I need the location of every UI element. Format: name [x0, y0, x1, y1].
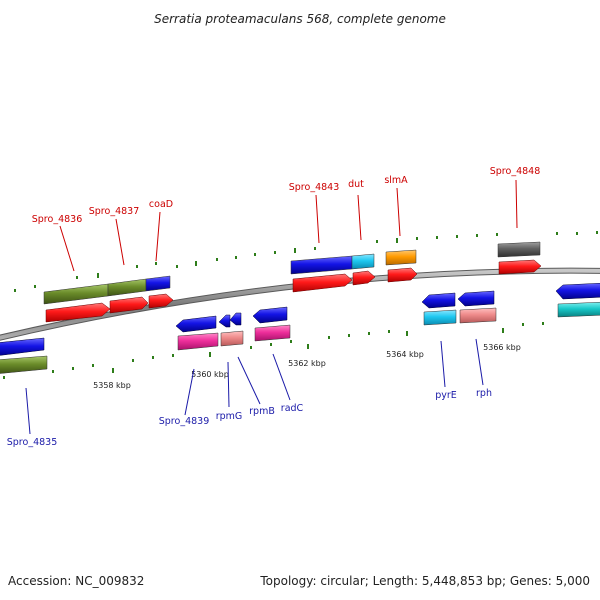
gene-bar-salmon-rph-region [459, 307, 497, 324]
tick-label-5358: 5358 kbp [93, 381, 131, 390]
gene-arrow-pyrE [421, 292, 456, 309]
gene-bar-cyan-pyrE-region [423, 309, 457, 326]
tick-labels: 5358 kbp 5360 kbp 5362 kbp 5364 kbp 5366… [93, 343, 521, 390]
gene-arrow-Spro_4848 [498, 259, 542, 275]
gene-arrow-Spro_4839 [175, 315, 217, 333]
gene-label-Spro_4843: Spro_4843 [289, 182, 340, 193]
tick-label-5364: 5364 kbp [386, 350, 424, 359]
gene-arrow-coaD [148, 293, 174, 309]
gene-label-radC: radC [281, 403, 304, 414]
gene-label-rph: rph [476, 388, 492, 399]
tick-label-5362: 5362 kbp [288, 359, 326, 368]
gene-label-coaD: coaD [149, 199, 173, 210]
gene-arrow-rph [457, 290, 495, 307]
gene-label-Spro_4839: Spro_4839 [159, 416, 210, 427]
gene-label-rpmB: rpmB [249, 406, 275, 417]
gene-arrow-Spro_4836 [45, 302, 111, 323]
accession-text: Accession: NC_009832 [8, 574, 144, 588]
gene-bar-blue-coaD-region [145, 275, 171, 292]
gene-arrow-Spro_4843 [292, 273, 353, 293]
bottom-gene-labels: Spro_4835 Spro_4839 rpmG rpmB radC pyrE … [7, 388, 492, 448]
bottom-callouts [25, 338, 484, 435]
gene-label-Spro_4837: Spro_4837 [89, 206, 140, 217]
gene-arrow-radC [252, 306, 288, 324]
gene-arrow-Spro_4837 [109, 296, 149, 314]
gene-bar-magenta-radC-region [254, 324, 291, 342]
gene-bar-cyan-dut-region [351, 253, 375, 270]
gene-label-Spro_4835: Spro_4835 [7, 437, 58, 448]
gene-bar-olive-4835-region [0, 355, 48, 374]
gene-bar-teal-offright [557, 301, 600, 318]
top-gene-labels: Spro_4836 Spro_4837 coaD Spro_4843 dut s… [32, 166, 541, 225]
gene-arrow-Spro_4835 [0, 337, 45, 356]
reverse-gene-arrows [0, 282, 600, 356]
gene-label-rpmG: rpmG [216, 411, 243, 422]
genome-summary-text: Topology: circular; Length: 5,448,853 bp… [259, 574, 590, 588]
map-title: Serratia proteamaculans 568, complete ge… [154, 12, 446, 26]
gene-bar-blue-4843-region [290, 255, 353, 275]
gene-bar-salmon-rpm-region [220, 330, 244, 347]
gene-label-pyrE: pyrE [435, 390, 457, 401]
tick-label-5366: 5366 kbp [483, 343, 521, 352]
top-callouts [59, 179, 518, 272]
gene-label-slmA: slmA [384, 175, 408, 186]
gene-bar-olive-2 [107, 278, 147, 297]
gene-bar-magenta-4839-region [177, 332, 219, 351]
forward-gene-arrows [45, 259, 542, 323]
gene-label-Spro_4848: Spro_4848 [490, 166, 541, 177]
gene-arrow-rpmB [229, 312, 242, 326]
gene-arrow-offright [555, 282, 600, 300]
gene-arrow-dut [352, 270, 376, 286]
gene-bar-olive-1 [43, 283, 109, 305]
gene-arrow-slmA [387, 267, 418, 283]
gene-arrow-rpmG [218, 314, 231, 328]
tick-label-5360: 5360 kbp [191, 370, 229, 379]
gene-label-dut: dut [348, 179, 364, 190]
gene-label-Spro_4836: Spro_4836 [32, 214, 83, 225]
upper-tick-track [14, 231, 598, 292]
feature-track-lower [0, 301, 600, 374]
gene-bar-orange-slmA-region [385, 249, 417, 266]
feature-track-upper [43, 241, 541, 305]
gene-bar-gray-4848-region [497, 241, 541, 258]
lower-tick-track [3, 322, 544, 379]
